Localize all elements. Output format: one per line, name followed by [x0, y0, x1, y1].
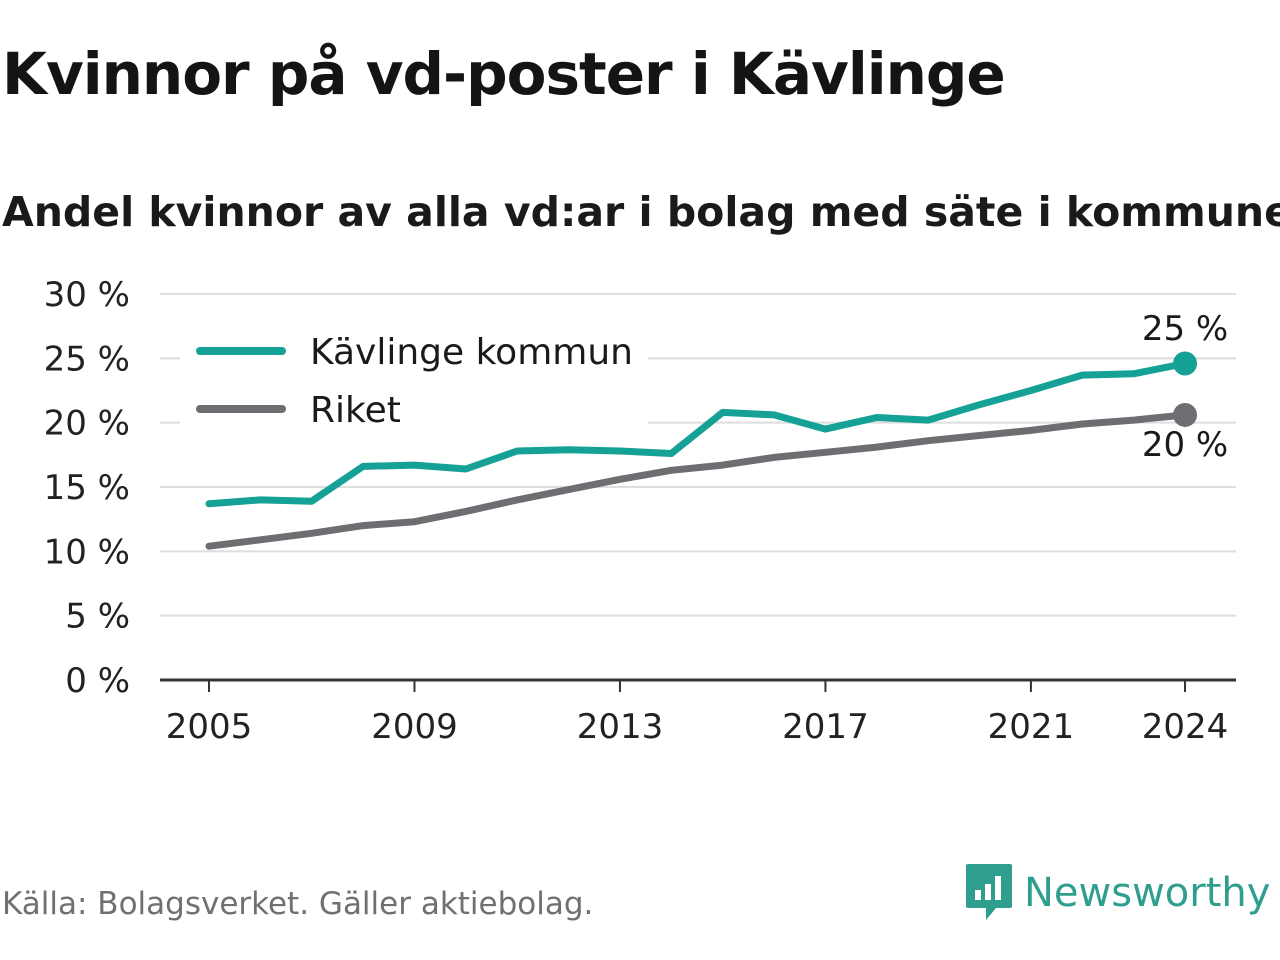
- y-tick-label: 15 %: [44, 468, 130, 508]
- x-tick-label: 2024: [1142, 707, 1229, 747]
- x-tick-label: 2017: [782, 707, 869, 747]
- brand-logo: Newsworthy: [964, 862, 1270, 924]
- x-tick-label: 2005: [166, 707, 253, 747]
- brand-name: Newsworthy: [1024, 870, 1271, 916]
- y-tick-label: 0 %: [65, 661, 130, 701]
- end-label: 20 %: [1142, 425, 1228, 465]
- chart-subtitle: Andel kvinnor av alla vd:ar i bolag med …: [2, 188, 1280, 236]
- series-line-k-vlinge-kommun: [205, 360, 1189, 508]
- y-tick-label: 10 %: [44, 532, 130, 572]
- legend-background: [180, 322, 648, 440]
- chart-title: Kvinnor på vd-poster i Kävlinge: [2, 40, 1006, 108]
- x-tick-label: 2009: [371, 707, 458, 747]
- x-tick-label: 2021: [988, 707, 1075, 747]
- y-tick-label: 25 %: [44, 339, 130, 379]
- end-label: 25 %: [1142, 309, 1228, 349]
- newsworthy-logo-icon: [966, 864, 1012, 920]
- x-tick-label: 2013: [577, 707, 664, 747]
- y-tick-label: 30 %: [44, 275, 130, 315]
- legend-label: Kävlinge kommun: [310, 332, 633, 373]
- series-end-point-riket: [1173, 402, 1198, 427]
- series-end-point-k-vlinge-kommun: [1173, 351, 1198, 376]
- y-tick-label: 20 %: [44, 404, 130, 444]
- legend-label: Riket: [310, 390, 401, 431]
- y-tick-label: 5 %: [65, 597, 130, 637]
- series-line-riket: [205, 411, 1189, 550]
- source-note: Källa: Bolagsverket. Gäller aktiebolag.: [2, 886, 594, 922]
